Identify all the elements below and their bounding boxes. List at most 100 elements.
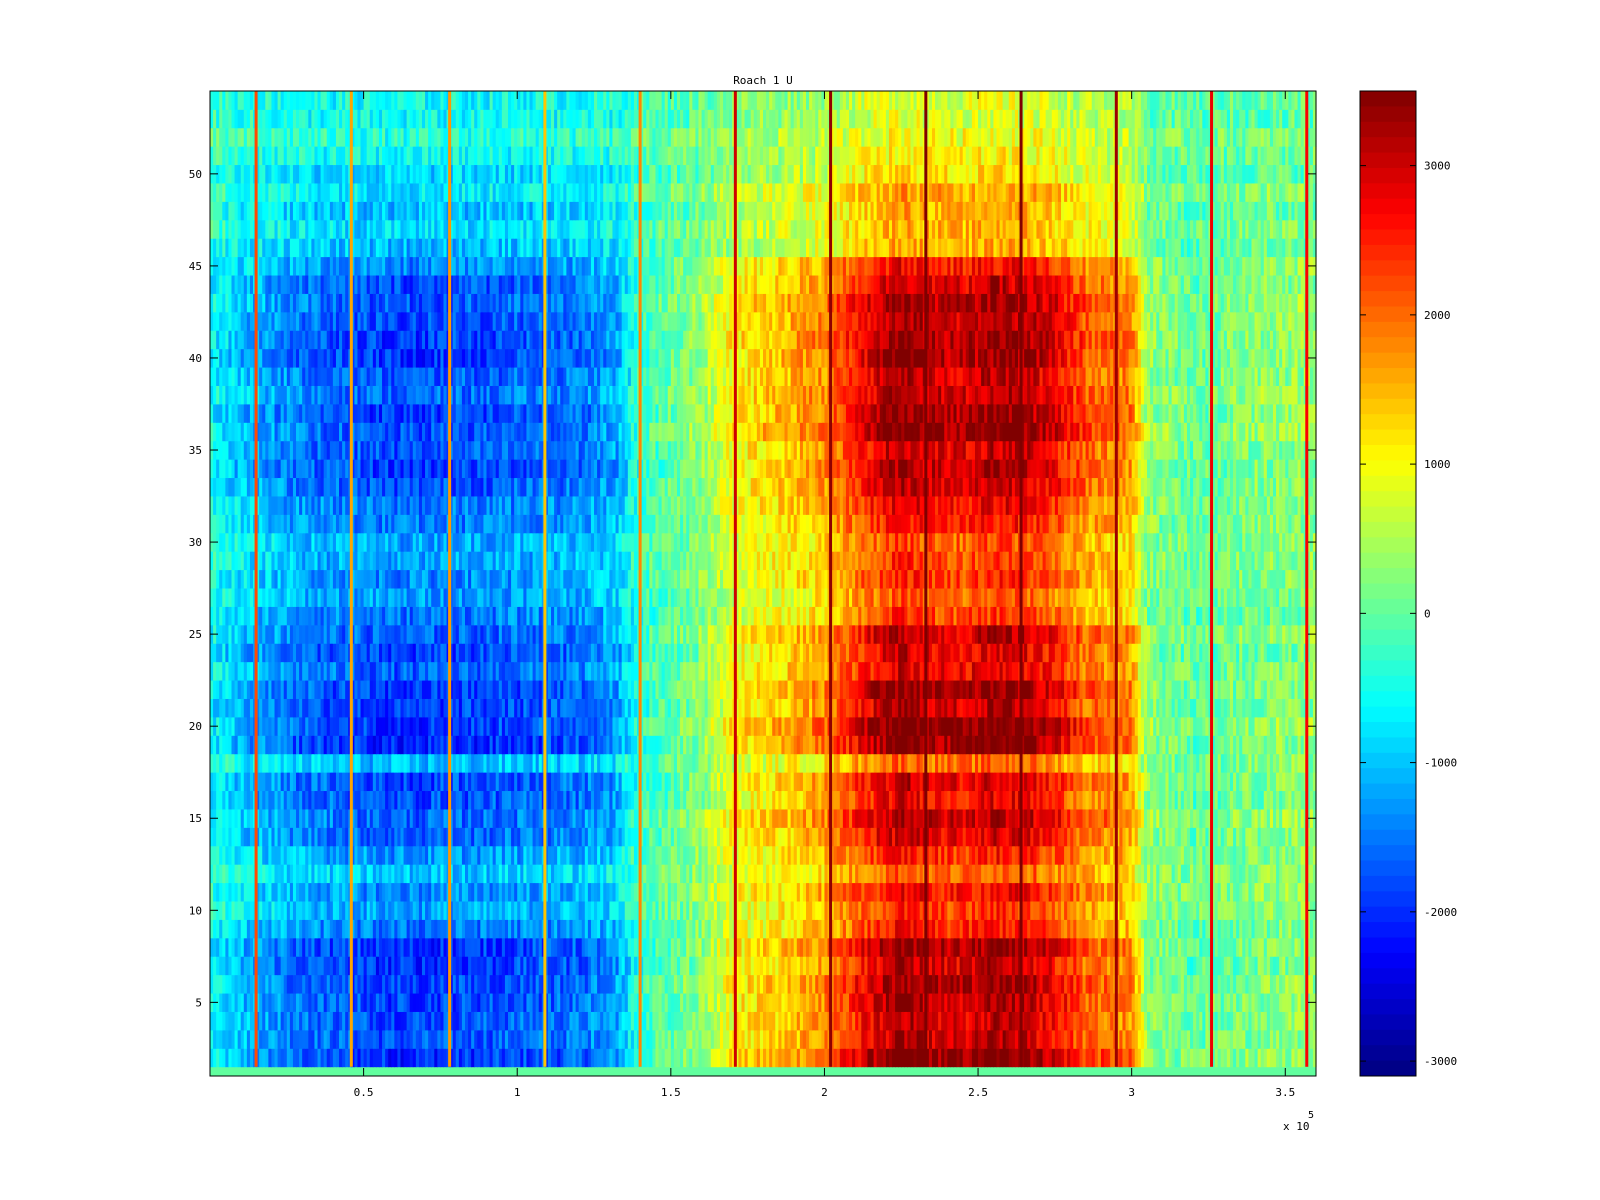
heatmap-cell (618, 1048, 623, 1068)
heatmap-cell (271, 956, 276, 976)
heatmap-cell (394, 937, 399, 957)
heatmap-cell (219, 956, 223, 976)
heatmap-cell (265, 1029, 269, 1049)
heatmap-cell (440, 993, 445, 1012)
heatmap-cell (842, 974, 847, 994)
heatmap-cell (713, 919, 718, 939)
heatmap-cell (409, 901, 414, 920)
heatmap-cell (1131, 993, 1136, 1012)
heatmap-cell (818, 1011, 822, 1031)
heatmap-cell (296, 1029, 300, 1049)
heatmap-cell (892, 993, 896, 1012)
heatmap-cell (1143, 974, 1148, 994)
heatmap-cell (1245, 919, 1250, 939)
heatmap-cell (790, 882, 795, 902)
heatmap-cell (925, 937, 930, 957)
heatmap-cell (378, 937, 383, 957)
heatmap-cell (793, 937, 798, 957)
heatmap-cell (1061, 993, 1065, 1012)
heatmap-cell (452, 882, 457, 902)
heatmap-cell (769, 901, 773, 920)
heatmap-cell (1180, 919, 1185, 939)
heatmap-cell (1190, 1029, 1194, 1049)
heatmap-cell (228, 974, 233, 994)
heatmap-cell (1217, 882, 1222, 902)
heatmap-cell (1061, 937, 1065, 957)
heatmap-cell (1150, 1011, 1154, 1031)
heatmap-cell (547, 937, 552, 957)
heatmap-cell (305, 993, 309, 1012)
heatmap-cell (529, 937, 534, 957)
heatmap-cell (385, 1029, 389, 1049)
heatmap-cell (551, 882, 555, 902)
heatmap-cell (575, 901, 580, 920)
heatmap-cell (225, 864, 230, 884)
heatmap-cell (231, 956, 236, 976)
heatmap-cell (938, 1011, 942, 1031)
heatmap-cell (378, 1029, 383, 1049)
heatmap-cell (1005, 1029, 1010, 1049)
heatmap-cell (716, 901, 721, 920)
heatmap-cell (833, 901, 838, 920)
heatmap-cell (778, 993, 783, 1012)
heatmap-cell (1005, 937, 1010, 957)
heatmap-cell (1229, 919, 1234, 939)
heatmap-cell (931, 901, 936, 920)
heatmap-cell (504, 974, 509, 994)
heatmap-cell (357, 1011, 362, 1031)
heatmap-cell (750, 882, 755, 902)
heatmap-cell (1159, 1011, 1163, 1031)
heatmap-cell (796, 937, 801, 957)
heatmap-cell (630, 1011, 635, 1031)
heatmap-cell (268, 956, 273, 976)
heatmap-cell (1002, 1011, 1007, 1031)
heatmap-cell (858, 1011, 862, 1031)
heatmap-cell (1236, 993, 1240, 1012)
heatmap-cell (839, 956, 844, 976)
heatmap-cell (590, 1029, 595, 1049)
heatmap-cell (535, 864, 540, 884)
heatmap-cell (363, 1048, 368, 1068)
heatmap-cell (308, 919, 312, 939)
heatmap-cell (965, 882, 970, 902)
heatmap-cell (870, 1048, 875, 1068)
heatmap-cell (1147, 919, 1151, 939)
heatmap-cell (286, 974, 291, 994)
heatmap-cell (360, 1048, 365, 1068)
heatmap-cell (1266, 956, 1271, 976)
heatmap-cell (286, 956, 291, 976)
heatmap-cell (621, 993, 626, 1012)
heatmap-cell (382, 919, 386, 939)
heatmap-cell (1110, 937, 1114, 957)
heatmap-cell (873, 1048, 878, 1068)
heatmap-cell (572, 993, 577, 1012)
heatmap-cell (892, 1048, 896, 1068)
heatmap-cell (802, 974, 807, 994)
heatmap-cell (1202, 956, 1206, 976)
heatmap-cell (646, 1011, 650, 1031)
heatmap-cell (781, 901, 786, 920)
heatmap-cell (563, 993, 567, 1012)
heatmap-cell (265, 901, 269, 920)
heatmap-cell (231, 937, 236, 957)
heatmap-cell (698, 974, 703, 994)
heatmap-cell (274, 1048, 279, 1068)
heatmap-cell (1174, 901, 1179, 920)
heatmap-cell (845, 937, 850, 957)
heatmap-cell (434, 901, 438, 920)
heatmap-row-9 (210, 919, 1317, 939)
heatmap-cell (1014, 1029, 1019, 1049)
heatmap-cell (431, 1011, 435, 1031)
heatmap-cell (1100, 956, 1105, 976)
heatmap-cell (1137, 919, 1142, 939)
heatmap-cell (1220, 974, 1225, 994)
heatmap-cell (1097, 1029, 1102, 1049)
heatmap-cell (753, 882, 758, 902)
heatmap-cell (415, 974, 420, 994)
heatmap-cell (950, 919, 955, 939)
heatmap-cell (606, 974, 610, 994)
heatmap-cell (480, 1011, 485, 1031)
heatmap-cell (1220, 1029, 1225, 1049)
heatmap-cell (234, 937, 239, 957)
heatmap-cell (1110, 919, 1114, 939)
